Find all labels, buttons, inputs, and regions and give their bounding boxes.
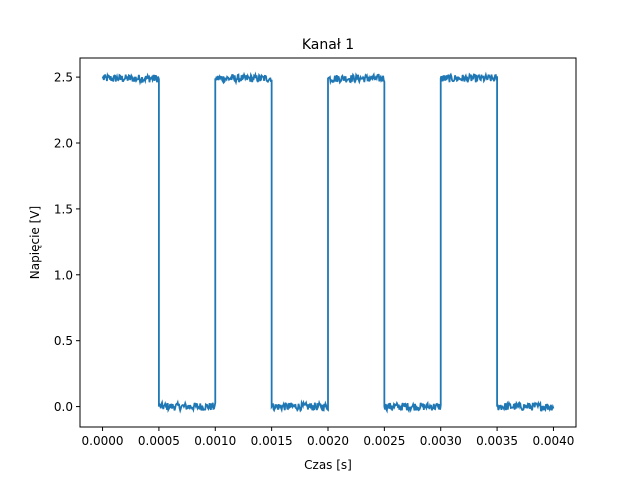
x-tick-label: 0.0020	[307, 434, 349, 448]
y-tick-label: 2.0	[54, 137, 73, 151]
x-axis: 0.0000 0.0005 0.0010 0.0015 0.0020 0.0025 0.00…	[82, 427, 574, 448]
y-tick-label: 0.5	[54, 334, 73, 348]
x-tick-label: 0.0000	[82, 434, 124, 448]
x-tick-label: 0.0025	[363, 434, 405, 448]
y-tick-label: 1.5	[54, 202, 73, 216]
y-axis: 0.0 0.5 1.0 1.5 2.0 2.5	[54, 71, 80, 414]
chart-title: Kanał 1	[302, 37, 354, 53]
x-axis-label: Czas [s]	[304, 458, 352, 472]
x-tick-label: 0.0030	[420, 434, 462, 448]
y-tick-label: 1.0	[54, 268, 73, 282]
x-tick-label: 0.0035	[476, 434, 518, 448]
x-tick-label: 0.0040	[532, 434, 574, 448]
x-tick-label: 0.0005	[138, 434, 180, 448]
y-tick-label: 0.0	[54, 400, 73, 414]
y-tick-label: 2.5	[54, 71, 73, 85]
x-tick-label: 0.0015	[251, 434, 293, 448]
x-tick-label: 0.0010	[194, 434, 236, 448]
plot-area	[101, 71, 555, 414]
series-line	[101, 71, 555, 414]
y-axis-label: Napięcie [V]	[28, 206, 42, 279]
